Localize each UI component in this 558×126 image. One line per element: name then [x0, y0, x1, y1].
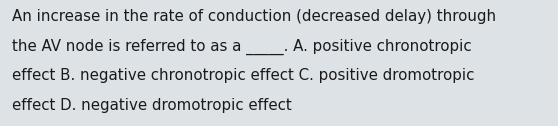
Text: An increase in the rate of conduction (decreased delay) through: An increase in the rate of conduction (d… [12, 9, 497, 24]
Text: effect B. negative chronotropic effect C. positive dromotropic: effect B. negative chronotropic effect C… [12, 68, 475, 83]
Text: the AV node is referred to as a _____. A. positive chronotropic: the AV node is referred to as a _____. A… [12, 38, 472, 55]
Text: effect D. negative dromotropic effect: effect D. negative dromotropic effect [12, 98, 292, 113]
